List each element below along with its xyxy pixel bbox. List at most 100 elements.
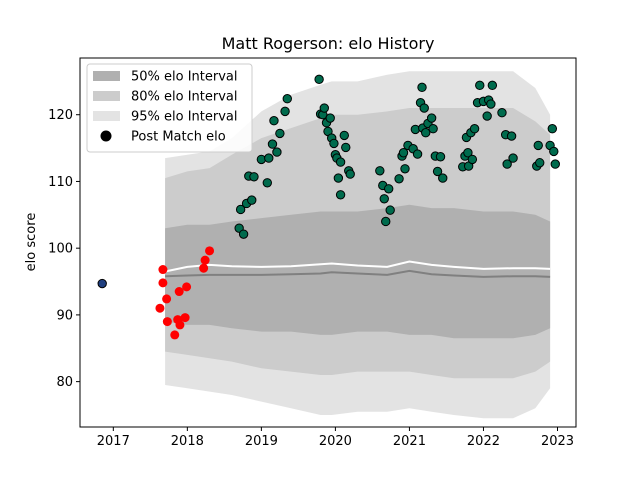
win-point <box>235 204 246 215</box>
win-point <box>533 140 543 151</box>
legend-label: Post Match elo <box>131 130 226 145</box>
x-tick-label: 2021 <box>393 434 426 449</box>
win-point <box>385 205 395 215</box>
y-tick-label: 80 <box>56 375 73 390</box>
win-point <box>275 128 285 139</box>
win-point <box>421 128 431 138</box>
win-point <box>325 113 335 123</box>
win-point <box>272 147 282 157</box>
x-tick-label: 2019 <box>245 434 278 449</box>
win-point <box>467 154 478 165</box>
win-point <box>438 173 448 183</box>
win-point <box>463 148 473 158</box>
win-point <box>475 80 485 91</box>
plot-frame <box>79 57 577 428</box>
win-point <box>487 80 498 91</box>
win-point <box>400 164 410 174</box>
win-point <box>329 138 339 149</box>
x-axis: 2017 2018 2019 2020 2021 2022 2023 <box>97 427 574 449</box>
loss-point <box>158 278 168 288</box>
x-tick-label: 2017 <box>97 434 130 449</box>
win-point <box>247 195 257 205</box>
legend-marker <box>100 130 112 142</box>
win-point <box>381 216 391 227</box>
win-point <box>375 166 385 176</box>
loss-point <box>170 330 180 340</box>
win-point <box>432 166 443 177</box>
y-axis-label: elo score <box>24 213 39 272</box>
win-point <box>319 103 329 113</box>
win-point <box>345 169 355 179</box>
elo-lines <box>164 260 551 278</box>
loss-point <box>174 287 184 297</box>
win-point <box>547 124 558 134</box>
band-50-interval <box>165 204 551 339</box>
win-point <box>412 149 423 159</box>
win-point <box>269 116 279 126</box>
win-point <box>379 194 389 204</box>
x-tick-label: 2018 <box>171 434 204 449</box>
win-point <box>267 139 278 149</box>
median-elo-line <box>165 269 551 278</box>
win-point <box>502 159 512 169</box>
win-point <box>280 106 290 117</box>
legend-frame <box>86 63 253 153</box>
win-point <box>486 99 496 109</box>
legend-swatch <box>93 111 120 121</box>
win-point <box>282 94 292 104</box>
win-point <box>314 74 324 85</box>
loss-point <box>162 317 172 327</box>
loss-point <box>180 313 190 323</box>
win-point <box>435 152 446 162</box>
win-point <box>508 153 518 163</box>
y-axis: 80 90 100 110 120 <box>48 108 80 390</box>
win-point <box>535 158 545 168</box>
plot-area <box>79 57 577 428</box>
win-point <box>550 159 560 169</box>
win-point <box>506 131 517 141</box>
loss-point <box>155 303 165 313</box>
y-tick-label: 110 <box>48 175 73 190</box>
mean-elo-line <box>164 260 551 273</box>
win-point <box>469 124 480 134</box>
win-point <box>249 172 259 182</box>
win-point <box>419 103 429 113</box>
legend-label: 95% elo Interval <box>131 110 238 125</box>
legend-swatch <box>93 71 120 81</box>
win-point <box>549 146 559 157</box>
loss-point <box>175 320 185 330</box>
win-point <box>335 190 346 200</box>
win-point <box>428 124 438 134</box>
x-tick-label: 2022 <box>467 434 500 449</box>
y-tick-label: 120 <box>48 108 73 123</box>
win-point <box>238 229 249 239</box>
legend-swatch <box>93 91 120 101</box>
win-point <box>335 157 346 167</box>
win-point <box>341 142 351 153</box>
legend-label: 80% elo Interval <box>131 90 238 105</box>
chart-title: Matt Rogerson: elo History <box>222 34 435 53</box>
loss-point <box>182 282 192 292</box>
x-tick-label: 2020 <box>319 434 352 449</box>
initial-point <box>97 278 107 289</box>
y-tick-label: 100 <box>48 242 73 257</box>
win-point <box>417 82 427 93</box>
loss-point <box>162 294 172 304</box>
win-point <box>339 130 349 141</box>
x-tick-label: 2023 <box>541 434 574 449</box>
win-point <box>482 111 492 121</box>
win-point <box>384 184 394 194</box>
win-point <box>426 113 437 123</box>
win-point <box>333 173 344 183</box>
win-point <box>398 148 409 158</box>
legend: 50% elo Interval 80% elo Interval 95% elo … <box>86 63 253 153</box>
win-point <box>262 178 272 188</box>
win-point <box>264 153 274 163</box>
win-point <box>497 108 507 118</box>
legend-label: 50% elo Interval <box>131 70 238 85</box>
loss-point <box>199 263 209 273</box>
loss-point <box>158 265 168 275</box>
post-match-points <box>97 74 560 340</box>
loss-point <box>200 255 210 265</box>
